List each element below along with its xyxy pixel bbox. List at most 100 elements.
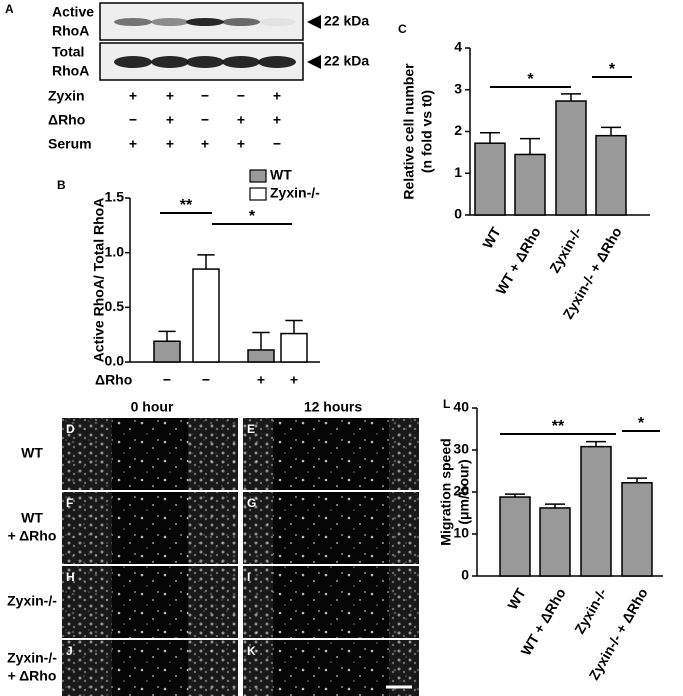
blot-band — [186, 18, 224, 26]
y-tick-label: 3 — [454, 80, 462, 96]
significance: * — [638, 415, 645, 432]
blot-band — [114, 18, 152, 26]
blot-band — [222, 56, 260, 68]
y-tick-label: 10 — [453, 525, 469, 541]
significance: * — [249, 208, 256, 225]
micrograph-edge — [62, 418, 112, 490]
significance: * — [527, 71, 534, 88]
bar — [514, 153, 546, 216]
y-tick-label: 2 — [454, 122, 462, 138]
bar — [621, 482, 653, 577]
y-axis-label: Active RhoA/ Total RhoA — [91, 198, 107, 363]
bar — [539, 507, 571, 577]
x-tick-label: + — [257, 372, 265, 388]
blot-label: Total — [52, 44, 84, 60]
blot-size: 22 kDa — [324, 53, 369, 69]
blot-label: Active — [52, 4, 94, 20]
blot-band — [222, 18, 260, 26]
condition-label: Serum — [48, 136, 92, 152]
bar — [595, 134, 627, 216]
significance: * — [609, 61, 616, 78]
micrograph-edge — [188, 640, 238, 696]
x-tick-label: − — [202, 372, 210, 388]
blot-size: 22 kDa — [324, 13, 369, 29]
micrograph-edge — [62, 492, 112, 564]
condition-sign: − — [237, 88, 245, 104]
blot-band — [151, 56, 189, 68]
bar — [580, 445, 612, 577]
panel-letter: G — [247, 496, 256, 510]
x-tick-label: WT — [479, 224, 504, 251]
column-header: 0 hour — [131, 399, 174, 415]
panel-letter: K — [247, 644, 256, 658]
panel-letter: J — [66, 644, 73, 658]
y-tick-label: 30 — [453, 441, 469, 457]
y-axis-label: (μm/hour) — [456, 459, 472, 524]
micrograph-edge — [188, 492, 238, 564]
panel-letter: L — [443, 397, 450, 411]
panel-letter: F — [66, 496, 73, 510]
condition-sign: + — [273, 88, 281, 104]
significance: ** — [552, 418, 565, 435]
blot-band — [186, 56, 224, 68]
significance: ** — [180, 197, 193, 214]
blot-band — [258, 18, 296, 26]
arrow — [307, 15, 321, 29]
condition-sign: − — [273, 136, 281, 152]
micrograph-edge — [243, 640, 273, 696]
legend-label: Zyxin-/- — [270, 185, 320, 201]
panel-letter: A — [5, 2, 14, 16]
panel-letter: E — [247, 422, 255, 436]
row-label: + ΔRho — [8, 668, 57, 684]
y-tick-label: 0 — [454, 206, 462, 222]
condition-sign: + — [201, 136, 209, 152]
x-tick-label: Zyxin-/- — [546, 224, 585, 275]
condition-sign: + — [129, 136, 137, 152]
micrograph-edge — [62, 640, 112, 696]
condition-sign: + — [166, 112, 174, 128]
panel-letter: H — [66, 570, 75, 584]
row-label: WT — [21, 510, 43, 526]
micrograph-edge — [243, 566, 273, 638]
legend-swatch — [249, 187, 267, 201]
arrow — [307, 55, 321, 69]
legend-label: WT — [270, 167, 292, 183]
x-tick-label: + — [290, 372, 298, 388]
condition-label: Zyxin — [48, 88, 85, 104]
micrograph-edge — [389, 492, 419, 564]
blot-label: RhoA — [52, 63, 89, 79]
y-tick-label: 4 — [454, 39, 462, 55]
y-axis-label: Migration speed — [438, 438, 454, 545]
micrograph-edge — [62, 566, 112, 638]
bar — [474, 142, 506, 216]
blot-band — [114, 56, 152, 68]
micrograph-edge — [389, 418, 419, 490]
micrograph-edge — [188, 566, 238, 638]
bar — [555, 100, 587, 216]
condition-label: ΔRho — [48, 112, 85, 128]
panel-letter: I — [247, 570, 250, 584]
panel-letter: B — [57, 178, 66, 192]
condition-sign: + — [237, 112, 245, 128]
blot-band — [258, 56, 296, 68]
y-axis-label: Relative cell number — [401, 63, 417, 200]
y-tick-label: 1.5 — [105, 189, 125, 205]
x-tick-label: WT — [504, 585, 529, 612]
condition-sign: + — [166, 88, 174, 104]
micrograph-edge — [188, 418, 238, 490]
condition-sign: − — [201, 112, 209, 128]
x-axis-label: ΔRho — [95, 372, 132, 388]
row-label: + ΔRho — [8, 528, 57, 544]
y-tick-label: 20 — [453, 483, 469, 499]
y-tick-label: 0 — [461, 567, 469, 583]
bar — [153, 340, 181, 363]
blot-band — [151, 18, 189, 26]
y-tick-label: 40 — [453, 399, 469, 415]
y-tick-label: 0.5 — [105, 298, 125, 314]
blot-label: RhoA — [52, 23, 89, 39]
y-tick-label: 1.0 — [105, 243, 125, 259]
panel-letter: D — [66, 422, 75, 436]
bar — [499, 496, 531, 577]
bar — [247, 349, 275, 363]
